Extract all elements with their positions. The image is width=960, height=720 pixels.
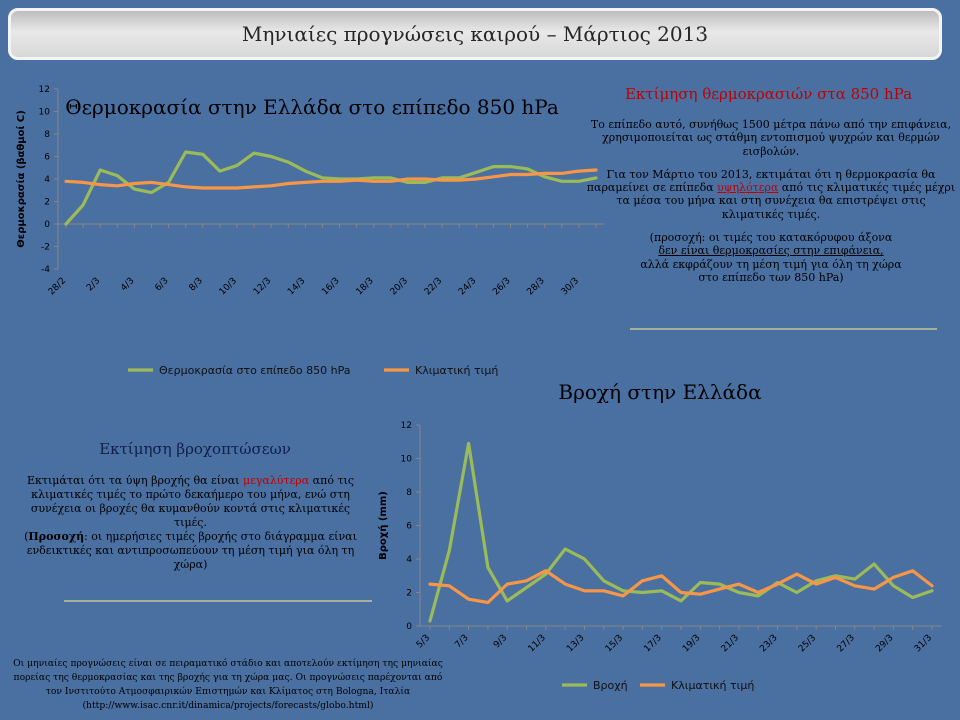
legend-label: Θερμοκρασία στο επίπεδο 850 hPa	[159, 364, 350, 377]
x-tick-label: 19/3	[681, 633, 702, 654]
x-tick-label: 31/3	[913, 633, 934, 654]
divider	[64, 600, 372, 602]
divider	[630, 328, 937, 330]
y-tick-label: 12	[39, 85, 50, 95]
note-line-underlined: δεν είναι θερμοκρασίες στην επιφάνεια,	[658, 244, 884, 258]
x-tick-label: 21/3	[720, 633, 741, 654]
note-line: (προσοχή: οι τιμές του κατακόρυφου άξονα	[649, 231, 893, 245]
rain-note: (Προσοχή: οι ημερήσιες τιμές βροχής στο …	[18, 530, 363, 572]
temperature-note: (προσοχή: οι τιμές του κατακόρυφου άξονα…	[586, 231, 956, 284]
y-tick-label: 0	[44, 220, 50, 230]
y-tick-label: 2	[44, 198, 50, 208]
y-tick-label: -4	[41, 265, 50, 275]
series-line-climate	[64, 168, 598, 190]
x-tick-label: 27/3	[836, 633, 857, 654]
rain-p1-text: Εκτιμάται ότι τα ύψη βροχής θα είναι	[26, 474, 243, 487]
y-axis-title: Βροχή (mm)	[377, 491, 389, 560]
y-tick-label: 8	[406, 488, 412, 498]
rain-note-paren: (	[24, 530, 29, 543]
legend-label: Κλιματική τιμή	[671, 679, 754, 692]
y-tick-label: 6	[406, 522, 412, 532]
page-title: Μηνιαίες προγνώσεις καιρού – Μάρτιος 201…	[241, 22, 709, 46]
x-tick-label: 29/3	[874, 633, 895, 654]
rain-p1-text-end: από τις κλιματικές τιμές το πρώτο δεκαήμ…	[30, 474, 355, 529]
y-tick-label: 4	[44, 175, 50, 185]
y-axis-title: Θερμοκρασία (βαθμοί C)	[15, 110, 27, 248]
y-tick-label: -2	[41, 243, 50, 253]
y-tick-label: 10	[401, 455, 413, 465]
x-tick-label: 23/3	[758, 633, 779, 654]
x-tick-label: 13/3	[565, 633, 586, 654]
y-tick-label: 2	[406, 589, 412, 599]
footnote: Οι μηνιαίες προγνώσεις είναι σε πειραματ…	[13, 658, 443, 711]
y-tick-label: 6	[44, 153, 50, 163]
x-tick-label: 11/3	[527, 633, 548, 654]
legend-label: Κλιματική τιμή	[415, 364, 498, 377]
y-tick-label: 8	[44, 130, 50, 140]
y-tick-label: 12	[401, 421, 412, 431]
rain-heading: Εκτίμηση βροχοπτώσεων	[99, 440, 291, 458]
series-line-forecast	[64, 150, 598, 226]
temperature-p2-text: Για τον Μάρτιο του 2013, εκτιμάται ότι η…	[586, 167, 936, 195]
temperature-paragraph-2: Για τον Μάρτιο του 2013, εκτιμάται ότι η…	[586, 168, 956, 221]
highlight-higher: υψηλότερα	[717, 181, 779, 195]
rain-description: Εκτιμάται ότι τα ύψη βροχής θα είναι μεγ…	[18, 474, 363, 572]
x-tick-label: 5/3	[415, 633, 432, 650]
rain-chart-title: Βροχή στην Ελλάδα	[558, 380, 762, 404]
x-tick-label: 25/3	[797, 633, 818, 654]
rain-note-bold: Προσοχή	[28, 530, 85, 543]
title-banner: Μηνιαίες προγνώσεις καιρού – Μάρτιος 201…	[8, 8, 942, 60]
x-tick-label: 7/3	[453, 633, 470, 650]
temperature-heading: Εκτίμηση θερμοκρασιών στα 850 hPa	[624, 85, 913, 103]
series-line-climate	[428, 569, 934, 605]
rain-note-text: : οι ημερήσιες τιμές βροχής στο διάγραμμ…	[26, 530, 357, 571]
temperature-p2-text-end: από τις κλιματικές τιμές μέχρι τα μέσα τ…	[616, 181, 956, 221]
series-line-forecast	[428, 441, 934, 623]
temperature-paragraph-1: Το επίπεδο αυτό, συνήθως 1500 μέτρα πάνω…	[590, 118, 952, 158]
note-line: αλλά εκφράζουν τη μέση τιμή για όλη τη χ…	[640, 257, 902, 271]
rain-paragraph-1: Εκτιμάται ότι τα ύψη βροχής θα είναι μεγ…	[18, 474, 363, 530]
y-tick-label: 10	[39, 108, 51, 118]
temperature-chart-title: Θερμοκρασία στην Ελλάδα στο επίπεδο 850 …	[65, 95, 559, 119]
y-tick-label: 4	[406, 555, 412, 565]
y-tick-label: 0	[406, 622, 412, 632]
legend-label: Βροχή	[593, 679, 628, 692]
x-tick-label: 9/3	[492, 633, 509, 650]
note-line: στο επίπεδο των 850 hPa)	[698, 270, 844, 284]
x-tick-label: 15/3	[604, 633, 625, 654]
temperature-description: Το επίπεδο αυτό, συνήθως 1500 μέτρα πάνω…	[586, 118, 956, 294]
x-tick-label: 17/3	[642, 633, 663, 654]
highlight-larger: μεγαλύτερα	[242, 474, 310, 487]
